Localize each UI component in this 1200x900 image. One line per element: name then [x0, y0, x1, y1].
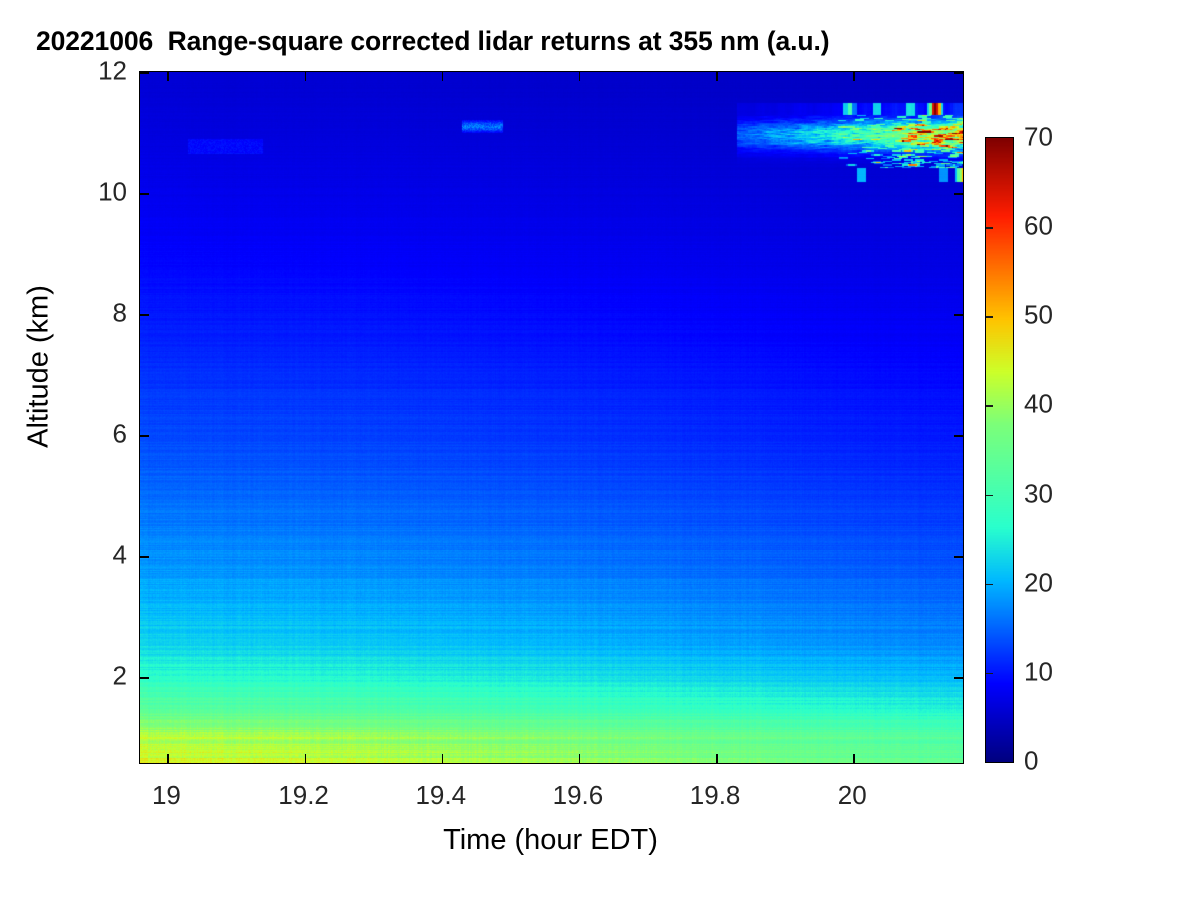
colorbar-gradient — [986, 138, 1013, 762]
x-axis-tick-label: 19.8 — [689, 780, 741, 810]
x-axis-tick — [304, 72, 307, 81]
x-axis-tick-label: 19.4 — [415, 780, 467, 810]
y-axis-tick-label: 6 — [112, 418, 127, 449]
x-axis-tick-label: 20 — [837, 780, 867, 810]
lidar-heatmap-image — [140, 72, 963, 763]
x-axis-tick-top — [578, 754, 581, 763]
x-axis-tick — [441, 72, 444, 81]
colorbar-tick-label: 50 — [1024, 299, 1053, 330]
colorbar-tick-label: 30 — [1024, 478, 1053, 509]
x-axis-tick-label: 19.6 — [552, 780, 604, 810]
y-axis-tick-label: 4 — [112, 539, 127, 570]
y-axis-label: Altitude (km) — [22, 285, 55, 448]
x-axis-tick-top — [853, 754, 855, 763]
y-axis-tick-right — [954, 72, 963, 74]
x-axis-tick — [716, 72, 718, 81]
x-axis-tick-top — [167, 754, 169, 763]
y-axis-tick-right — [954, 556, 963, 558]
y-axis-tick-right — [954, 435, 963, 437]
colorbar-tick — [986, 494, 993, 497]
colorbar-tick-label: 40 — [1024, 388, 1053, 419]
x-axis-tick-label: 19 — [151, 780, 181, 810]
y-axis-tick-right — [954, 193, 963, 195]
colorbar-tick — [986, 672, 993, 675]
colorbar-tick-label: 70 — [1024, 121, 1053, 152]
y-axis-tick-label: 8 — [112, 297, 127, 328]
y-axis-tick-right — [954, 677, 963, 679]
y-axis-tick — [140, 193, 149, 195]
x-axis-tick-top — [441, 754, 444, 763]
x-axis-tick-top — [716, 754, 718, 763]
y-axis-tick — [140, 72, 149, 74]
colorbar-tick — [986, 227, 993, 229]
x-axis-tick — [578, 72, 581, 81]
y-axis-tick — [140, 314, 149, 316]
y-axis-tick — [140, 556, 149, 558]
x-axis-tick — [167, 72, 169, 81]
colorbar-tick — [986, 405, 993, 407]
x-axis-tick-label: 19.2 — [278, 780, 329, 810]
x-axis-tick-top — [304, 754, 307, 763]
y-axis-tick — [140, 677, 149, 679]
y-axis-tick — [140, 435, 149, 437]
colorbar-tick — [986, 583, 993, 586]
y-axis-tick-label: 10 — [98, 176, 127, 207]
y-axis-tick-right — [954, 314, 963, 316]
heatmap-axes — [139, 71, 964, 764]
colorbar-tick-label: 20 — [1024, 567, 1053, 598]
x-axis-label: Time (hour EDT) — [443, 824, 658, 856]
colorbar-tick-label: 0 — [1024, 745, 1039, 776]
colorbar — [985, 137, 1014, 763]
colorbar-tick-label: 60 — [1024, 210, 1053, 241]
y-axis-tick-label: 12 — [98, 55, 127, 86]
colorbar-tick-label: 10 — [1024, 656, 1053, 687]
x-axis-tick — [853, 72, 855, 81]
figure-title: 20221006 Range-square corrected lidar re… — [36, 26, 830, 56]
colorbar-tick — [986, 316, 993, 318]
y-axis-tick-label: 2 — [112, 660, 127, 691]
